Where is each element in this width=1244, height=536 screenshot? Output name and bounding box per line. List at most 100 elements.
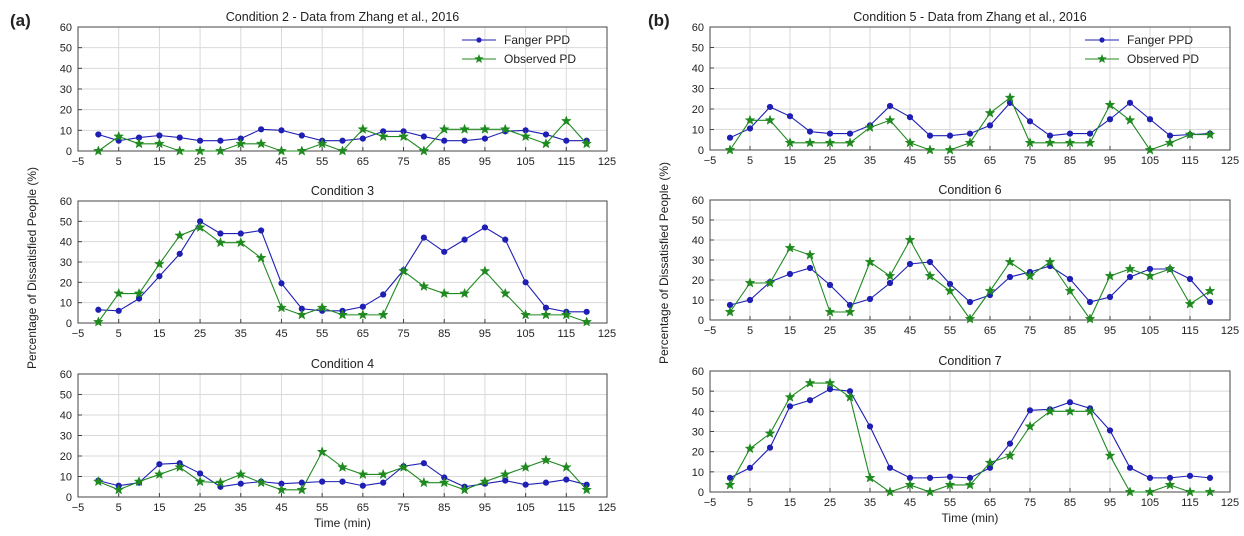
y-tick-label: 20 [60,451,72,463]
data-point-observed-pd [964,479,976,490]
y-tick-label: 60 [692,22,704,34]
x-tick-label: −5 [72,156,85,168]
data-point-fanger-ppd [826,386,834,393]
data-point-fanger-ppd [1086,130,1094,137]
x-tick-label: 65 [357,156,369,168]
data-point-fanger-ppd [481,224,489,231]
y-tick-label: 40 [60,237,72,249]
data-point-fanger-ppd [298,132,305,139]
data-point-observed-pd [316,446,328,457]
data-point-fanger-ppd [420,460,427,467]
x-tick-label: 105 [516,328,534,340]
data-point-observed-pd [1004,256,1016,267]
data-point-observed-pd [1164,479,1176,490]
data-point-observed-pd [520,309,532,320]
data-point-fanger-ppd [339,137,346,144]
chart-c5: −5 5 15 25 35 45 55 65 75 85 95 105 115 125 0 10 20 30 40 5… [692,10,1239,167]
y-tick-label: 30 [692,84,704,96]
x-tick-label: 75 [1024,155,1036,167]
y-tick-label: 50 [60,216,72,228]
data-point-observed-pd [1024,137,1036,148]
data-point-observed-pd [357,309,369,320]
x-tick-label: 85 [1064,497,1076,509]
x-tick-label: 25 [194,502,206,514]
data-point-observed-pd [438,123,450,134]
data-point-observed-pd [1044,256,1056,267]
data-point-observed-pd [724,479,736,490]
data-point-observed-pd [255,252,267,263]
data-point-observed-pd [194,221,206,233]
chart-title: Condition 6 [938,183,1001,197]
data-point-fanger-ppd [1186,275,1194,283]
data-point-observed-pd [1024,270,1036,281]
chart-title: Condition 7 [938,354,1001,368]
x-tick-label: 65 [984,325,996,337]
data-point-fanger-ppd [95,306,102,313]
legend-marker-circle [476,37,482,43]
data-point-observed-pd [824,137,836,148]
x-tick-label: 45 [275,328,287,340]
x-tick-label: 15 [153,502,165,514]
y-tick-label: 0 [698,487,704,499]
data-point-observed-pd [459,123,471,134]
data-point-observed-pd [1104,449,1116,461]
data-point-observed-pd [1064,405,1076,416]
data-point-fanger-ppd [746,296,754,304]
data-point-fanger-ppd [237,480,244,487]
y-axis-label-right: Percentage of Dissatisfied People (%) [657,162,671,364]
data-point-observed-pd [153,468,165,480]
data-point-fanger-ppd [563,137,570,144]
data-point-observed-pd [744,114,756,125]
data-point-fanger-ppd [826,281,834,289]
x-tick-label: 65 [984,155,996,167]
x-tick-label: 25 [194,328,206,340]
x-tick-label: 45 [275,156,287,168]
x-tick-label: 5 [116,328,122,340]
x-tick-label: 75 [397,156,409,168]
data-point-observed-pd [1184,486,1196,497]
data-point-observed-pd [1064,137,1076,148]
data-point-observed-pd [1144,144,1156,155]
legend-marker-star [474,54,484,64]
data-point-observed-pd [235,138,247,149]
data-point-fanger-ppd [1146,116,1154,123]
x-tick-label: 95 [479,156,491,168]
data-point-observed-pd [581,484,593,495]
x-tick-label: 55 [944,325,956,337]
y-tick-label: 10 [692,125,704,137]
data-point-observed-pd [964,137,976,148]
data-point-fanger-ppd [156,273,163,280]
data-point-fanger-ppd [115,307,122,314]
y-tick-label: 40 [60,410,72,422]
data-point-observed-pd [1184,128,1196,140]
data-point-observed-pd [459,484,471,495]
chart-title: Condition 3 [311,184,374,198]
data-point-observed-pd [904,479,916,490]
data-point-fanger-ppd [1126,99,1134,106]
data-point-observed-pd [255,476,267,488]
data-point-fanger-ppd [258,126,265,133]
y-tick-label: 10 [60,472,72,484]
y-axis-label-left: Percentage of Dissatisfied People (%) [25,167,39,369]
data-point-fanger-ppd [746,464,754,471]
data-point-observed-pd [824,306,836,317]
data-point-observed-pd [984,285,996,296]
x-tick-label: 45 [275,502,287,514]
data-point-fanger-ppd [746,125,754,132]
data-point-observed-pd [904,137,916,148]
x-tick-label: 35 [864,497,876,509]
data-point-observed-pd [581,316,593,327]
data-point-observed-pd [540,454,552,465]
data-point-fanger-ppd [806,128,814,135]
y-tick-label: 30 [692,427,704,439]
data-point-fanger-ppd [380,479,387,486]
x-tick-label: 5 [747,497,753,509]
y-tick-label: 20 [60,105,72,117]
data-point-fanger-ppd [176,134,183,141]
data-point-fanger-ppd [522,279,529,286]
data-point-observed-pd [1104,99,1116,110]
data-point-observed-pd [418,145,430,156]
legend-label: Observed PD [1127,52,1199,66]
x-tick-label: 105 [516,502,534,514]
data-point-fanger-ppd [1066,130,1074,137]
